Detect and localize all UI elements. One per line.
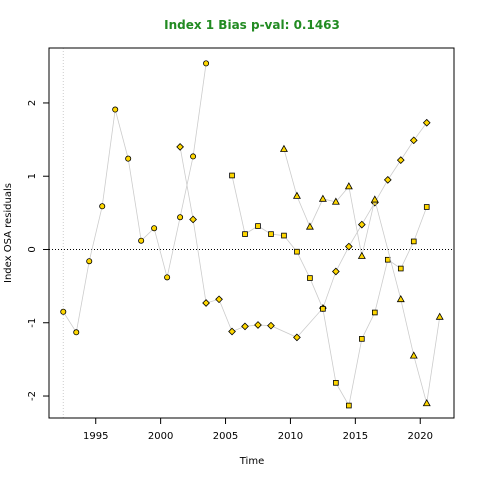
series-line [179, 122, 428, 338]
series-line [231, 175, 428, 407]
data-point-square [359, 336, 365, 342]
y-axis: -2 -1 0 1 2 [27, 100, 49, 401]
reference-lines [49, 48, 454, 418]
series-line [283, 148, 441, 404]
x-tick-label: 2005 [213, 431, 238, 442]
data-point-diamond [396, 156, 405, 164]
data-point-circle [190, 153, 197, 160]
x-tick-label: 2015 [343, 431, 368, 442]
data-point-diamond [189, 215, 197, 224]
data-point-square [320, 306, 326, 312]
data-point-square [242, 231, 248, 237]
data-point-square [410, 238, 417, 245]
y-tick-label: 2 [27, 100, 38, 106]
data-point-square [229, 172, 235, 179]
data-point-diamond [357, 220, 366, 229]
data-point-triangle [357, 251, 366, 259]
data-point-square [281, 232, 287, 239]
data-point-triangle [396, 294, 405, 303]
data-point-diamond [332, 267, 340, 276]
data-point-triangle [409, 351, 418, 359]
data-point-diamond [409, 136, 418, 145]
x-tick-label: 2020 [408, 431, 433, 442]
data-point-square [423, 204, 430, 210]
data-point-triangle [422, 399, 431, 407]
series-diamond [176, 118, 431, 342]
data-point-circle [151, 225, 158, 232]
data-series [60, 60, 444, 409]
data-point-diamond [228, 327, 236, 336]
data-point-square [307, 275, 313, 281]
data-point-square [255, 223, 261, 229]
data-point-circle [99, 203, 106, 210]
data-point-square [346, 402, 352, 409]
data-point-square [294, 248, 300, 255]
series-triangle [279, 144, 444, 407]
data-point-diamond [202, 299, 210, 307]
data-point-circle [125, 155, 132, 162]
data-point-diamond [215, 295, 223, 304]
data-point-square [268, 231, 274, 237]
data-point-triangle [370, 195, 379, 203]
data-point-circle [112, 106, 119, 113]
data-point-circle [86, 258, 93, 265]
data-point-diamond [176, 143, 184, 151]
data-point-diamond [254, 321, 262, 329]
data-point-triangle [279, 144, 288, 152]
data-point-circle [203, 60, 210, 67]
y-tick-label: -1 [27, 318, 38, 328]
data-point-diamond [293, 333, 301, 342]
data-point-diamond [422, 118, 431, 127]
data-point-triangle [435, 312, 444, 320]
data-point-diamond [267, 321, 275, 330]
data-point-triangle [331, 197, 340, 205]
plot-frame [48, 47, 455, 419]
data-point-circle [73, 329, 80, 336]
series-circle [60, 60, 210, 336]
chart-title: Index 1 Bias p-val: 0.1463 [164, 18, 340, 32]
data-point-square [372, 309, 378, 316]
data-point-circle [177, 214, 184, 221]
data-point-circle [138, 237, 145, 244]
y-tick-label: -2 [27, 391, 38, 401]
data-point-triangle [318, 194, 327, 202]
y-axis-title: Index OSA residuals [3, 183, 14, 283]
data-point-circle [60, 308, 67, 315]
x-tick-label: 2010 [278, 431, 303, 442]
data-point-diamond [383, 176, 392, 184]
data-point-diamond [241, 322, 249, 331]
data-point-triangle [305, 222, 314, 230]
x-tick-label: 2000 [148, 431, 173, 442]
data-point-circle [164, 274, 171, 281]
x-axis: 1995 2000 2005 2010 2015 2020 [83, 418, 433, 442]
x-tick-label: 1995 [83, 431, 108, 442]
series-square [229, 172, 430, 409]
data-point-triangle [292, 191, 301, 199]
data-point-square [333, 380, 339, 386]
y-tick-label: 1 [27, 173, 38, 179]
data-point-diamond [344, 242, 353, 251]
data-point-triangle [344, 182, 353, 190]
data-point-square [397, 265, 404, 272]
x-axis-title: Time [239, 456, 264, 467]
data-point-square [384, 256, 391, 263]
y-tick-label: 0 [27, 246, 38, 252]
series-line [62, 63, 207, 334]
